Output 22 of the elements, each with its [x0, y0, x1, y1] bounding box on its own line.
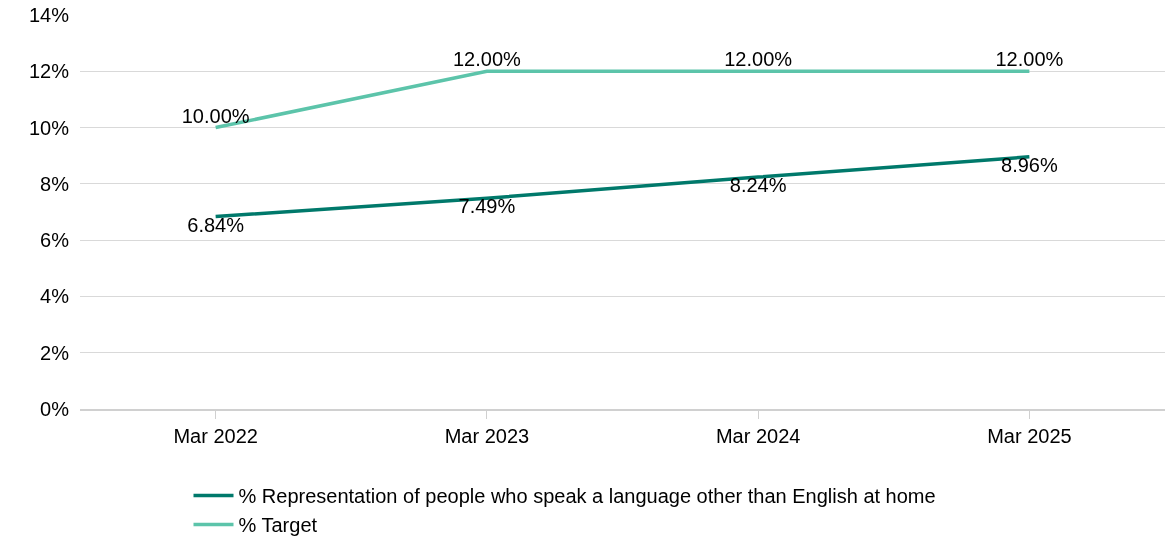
data-label: 8.24% — [729, 174, 787, 197]
data-label: 12.00% — [452, 48, 522, 71]
y-tick-label: 14% — [28, 4, 70, 26]
y-tick-label: 12% — [28, 60, 70, 83]
legend-label: % Target — [238, 514, 318, 537]
y-tick-label: 2% — [40, 341, 70, 364]
data-label: 12.00% — [995, 48, 1064, 71]
data-label: 12.00% — [724, 48, 793, 71]
x-tick-label: Mar 2024 — [715, 424, 801, 447]
x-tick-label: Mar 2022 — [173, 424, 258, 447]
data-label: 8.96% — [1001, 153, 1058, 176]
legend-label: % Representation of people who speak a language other than English at home — [238, 485, 936, 508]
data-label: 7.49% — [458, 195, 516, 218]
y-tick-label: 6% — [40, 229, 70, 252]
y-tick-label: 4% — [40, 285, 70, 308]
data-label: 10.00% — [181, 104, 250, 127]
y-tick-label: 10% — [28, 116, 70, 139]
y-tick-label: 8% — [40, 172, 70, 195]
data-label: 6.84% — [187, 213, 245, 236]
y-tick-label: 0% — [40, 398, 70, 420]
x-tick-label: Mar 2025 — [987, 424, 1072, 447]
x-tick-label: Mar 2023 — [444, 424, 530, 447]
